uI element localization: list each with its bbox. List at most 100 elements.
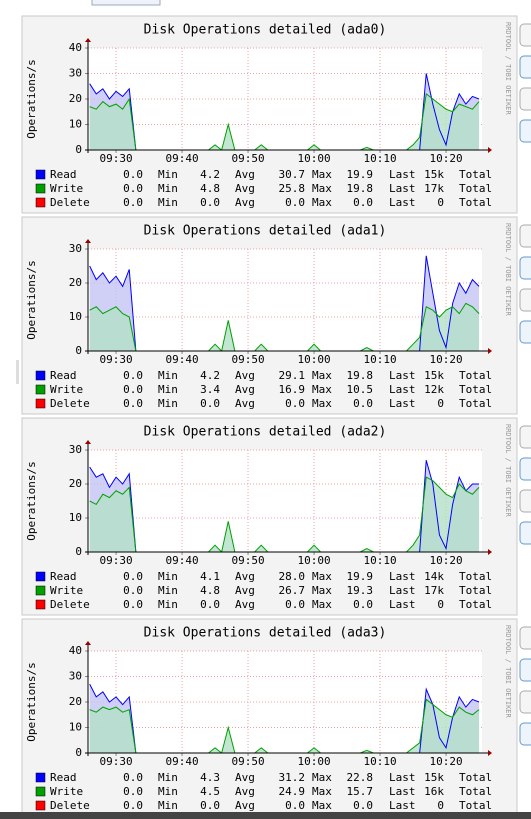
arrow bbox=[85, 239, 91, 243]
legend-stat: 25.8 bbox=[279, 182, 306, 195]
button[interactable] bbox=[519, 87, 531, 111]
legend-swatch bbox=[35, 585, 46, 596]
x-tick-label: 10:00 bbox=[297, 152, 330, 165]
y-tick-label: 10 bbox=[69, 511, 82, 524]
legend-stat: 14k bbox=[424, 570, 444, 583]
legend-stat-label: Last bbox=[389, 182, 416, 195]
legend-name: Write bbox=[50, 785, 83, 798]
y-tick-label: 30 bbox=[69, 443, 82, 456]
y-tick-label: 10 bbox=[69, 118, 82, 131]
legend-stat: 0 bbox=[437, 196, 444, 209]
button[interactable] bbox=[519, 521, 531, 545]
x-tick-label: 10:20 bbox=[429, 755, 462, 768]
x-tick-label: 10:00 bbox=[297, 353, 330, 366]
legend-name: Delete bbox=[50, 598, 90, 611]
x-tick-label: 09:50 bbox=[231, 152, 264, 165]
legend-stat: 0.0 bbox=[123, 598, 143, 611]
x-tick-label: 10:00 bbox=[297, 554, 330, 567]
legend-stat: 0 bbox=[437, 397, 444, 410]
arrow bbox=[488, 750, 492, 756]
legend-stat: 17k bbox=[424, 182, 444, 195]
splitter[interactable] bbox=[16, 360, 19, 384]
line bbox=[89, 92, 480, 150]
legend-stat-label: Avg bbox=[235, 584, 255, 597]
legend-stat-label: Max bbox=[312, 771, 332, 784]
legend-stat-label: Min bbox=[158, 168, 178, 181]
legend-stat: 28.0 bbox=[279, 570, 306, 583]
legend-stat: 4.1 bbox=[200, 570, 220, 583]
legend-stat: 0.0 bbox=[200, 598, 220, 611]
watermark: RRDTOOL / TOBI OETIKER bbox=[504, 22, 512, 116]
x-tick-label: 09:30 bbox=[99, 554, 132, 567]
arrow bbox=[85, 641, 91, 645]
legend-stat-label: Avg bbox=[235, 383, 255, 396]
y-tick-label: 20 bbox=[69, 92, 82, 105]
legend-stat-label: Last bbox=[389, 369, 416, 382]
y-tick-label: 40 bbox=[69, 644, 82, 657]
button[interactable] bbox=[519, 288, 531, 312]
button[interactable] bbox=[519, 119, 531, 143]
legend-stat-label: Total bbox=[459, 570, 492, 583]
legend-stat-label: Min bbox=[158, 182, 178, 195]
legend-stat-label: Avg bbox=[235, 168, 255, 181]
legend-stat-label: Max bbox=[312, 799, 332, 812]
legend-stat: 0 bbox=[437, 799, 444, 812]
arrow bbox=[85, 38, 91, 42]
area bbox=[89, 93, 480, 150]
button[interactable] bbox=[519, 23, 531, 47]
button[interactable] bbox=[519, 722, 531, 746]
button[interactable] bbox=[519, 224, 531, 248]
legend-stat-label: Total bbox=[459, 196, 492, 209]
legend-swatch bbox=[35, 786, 46, 797]
legend-stat-label: Min bbox=[158, 570, 178, 583]
area bbox=[89, 303, 480, 351]
legend-stat-label: Max bbox=[312, 369, 332, 382]
legend-stat: 16k bbox=[424, 785, 444, 798]
button[interactable] bbox=[519, 658, 531, 682]
legend-stat-label: Avg bbox=[235, 799, 255, 812]
y-tick-label: 30 bbox=[69, 67, 82, 80]
button[interactable] bbox=[519, 55, 531, 79]
legend-stat: 0.0 bbox=[123, 785, 143, 798]
line bbox=[89, 302, 480, 351]
y-tick-label: 30 bbox=[69, 242, 82, 255]
legend-swatch bbox=[35, 800, 46, 811]
button[interactable] bbox=[519, 489, 531, 513]
legend-name: Read bbox=[50, 771, 77, 784]
y-axis-label: Operations/s bbox=[25, 662, 38, 741]
legend-stat: 16.9 bbox=[279, 383, 306, 396]
legend-stat: 0.0 bbox=[123, 584, 143, 597]
legend-stat: 19.9 bbox=[347, 570, 374, 583]
y-tick-label: 20 bbox=[69, 695, 82, 708]
y-tick-label: 0 bbox=[75, 344, 82, 357]
legend-stat: 29.1 bbox=[279, 369, 306, 382]
legend-stat-label: Avg bbox=[235, 196, 255, 209]
button[interactable] bbox=[519, 626, 531, 650]
legend-stat-label: Total bbox=[459, 383, 492, 396]
arrow bbox=[488, 147, 492, 153]
button[interactable] bbox=[519, 690, 531, 714]
legend-stat: 15k bbox=[424, 168, 444, 181]
button[interactable] bbox=[519, 256, 531, 280]
legend-swatch bbox=[35, 169, 46, 180]
chart-title: Disk Operations detailed (ada3) bbox=[144, 626, 387, 641]
x-tick-label: 09:40 bbox=[165, 755, 198, 768]
legend-stat-label: Max bbox=[312, 598, 332, 611]
y-axis-label: Operations/s bbox=[25, 59, 38, 138]
chart-title: Disk Operations detailed (ada1) bbox=[144, 224, 387, 239]
legend-stat: 4.8 bbox=[200, 182, 220, 195]
legend-stat: 0.0 bbox=[123, 168, 143, 181]
legend-stat-label: Total bbox=[459, 182, 492, 195]
legend-name: Write bbox=[50, 182, 83, 195]
legend-stat: 17k bbox=[424, 584, 444, 597]
legend-stat-label: Last bbox=[389, 168, 416, 181]
x-tick-label: 10:20 bbox=[429, 353, 462, 366]
button[interactable] bbox=[519, 457, 531, 481]
button[interactable] bbox=[519, 425, 531, 449]
top-button[interactable] bbox=[91, 0, 161, 6]
y-tick-label: 20 bbox=[69, 477, 82, 490]
legend-stat: 0.0 bbox=[353, 598, 373, 611]
button[interactable] bbox=[519, 320, 531, 344]
legend-stat: 15.7 bbox=[347, 785, 374, 798]
legend-stat: 0.0 bbox=[123, 383, 143, 396]
